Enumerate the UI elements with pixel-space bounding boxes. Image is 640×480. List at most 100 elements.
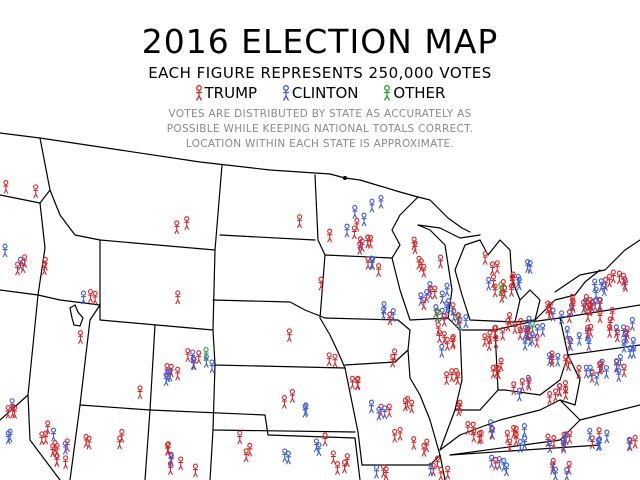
vote-figure — [492, 283, 498, 298]
vote-figure — [282, 448, 288, 463]
legend-item-other: OTHER — [383, 84, 445, 102]
vote-figure — [334, 461, 341, 475]
vote-figure — [285, 450, 291, 465]
vote-figure — [92, 290, 98, 305]
vote-figure — [444, 337, 450, 351]
vote-figure — [175, 290, 181, 305]
vote-figure — [117, 435, 123, 450]
iowa-border — [324, 317, 411, 366]
vote-figure — [518, 318, 524, 332]
vote-figure — [175, 366, 181, 381]
vote-figure — [313, 438, 319, 453]
vote-figure — [527, 260, 533, 274]
vote-figure — [493, 456, 499, 471]
vote-figure — [184, 216, 190, 230]
vote-figure — [297, 214, 303, 229]
montana-border — [99, 164, 223, 251]
vote-figure — [42, 256, 48, 271]
vote-figure — [318, 276, 324, 291]
ny-border — [554, 239, 640, 293]
vote-figure — [368, 234, 374, 249]
vote-figure — [604, 429, 610, 444]
vote-figure — [39, 431, 45, 446]
vote-figure — [597, 309, 603, 324]
vote-figure — [621, 363, 627, 378]
vote-figure — [525, 259, 531, 273]
vote-figure — [607, 324, 613, 338]
vote-figure — [450, 334, 456, 348]
vote-figure — [566, 460, 572, 475]
vote-figure — [550, 457, 556, 472]
vote-figure — [511, 424, 517, 439]
vote-figure — [517, 439, 523, 453]
red-figure-icon — [195, 85, 202, 101]
nevada-border — [0, 289, 39, 421]
virginia — [579, 404, 640, 421]
vote-figure — [547, 301, 553, 316]
vote-figure — [390, 353, 396, 368]
vote-figure — [137, 385, 143, 400]
vote-figure — [435, 322, 441, 336]
lake-woods-dot — [343, 176, 347, 180]
vote-figure — [540, 323, 546, 337]
vote-figure — [492, 324, 499, 339]
vote-figure — [87, 289, 94, 303]
note-line-2: POSSIBLE WHILE KEEPING NATIONAL TOTALS C… — [166, 123, 474, 135]
vote-figure — [622, 330, 628, 345]
vote-figure — [352, 205, 358, 219]
vote-figure — [522, 336, 528, 351]
vote-figure — [17, 256, 24, 271]
vote-figure — [365, 234, 371, 249]
vote-figure — [607, 316, 613, 331]
vote-figure — [511, 381, 517, 396]
wa-or-border — [0, 194, 41, 204]
vote-figure — [330, 450, 336, 465]
vote-figure — [418, 258, 424, 273]
vote-figure — [614, 328, 620, 343]
arizona-border — [27, 394, 61, 480]
vote-figure — [418, 292, 424, 307]
vote-figure — [603, 365, 610, 379]
vote-figure — [344, 223, 350, 238]
vote-figure — [243, 448, 249, 463]
vote-figure — [621, 338, 627, 353]
vote-figure — [616, 270, 622, 285]
vote-figure — [437, 329, 443, 344]
vote-figure — [439, 343, 445, 358]
vote-figure — [557, 383, 563, 397]
vote-figure — [168, 452, 174, 467]
vote-figure — [559, 310, 565, 325]
vote-figure — [119, 428, 125, 443]
vote-figure — [165, 441, 171, 456]
vote-figure — [465, 421, 471, 435]
vote-figure — [630, 336, 636, 351]
vote-figure — [510, 274, 516, 288]
vote-figure — [552, 466, 559, 480]
vote-figure — [322, 432, 328, 447]
vote-figure — [512, 320, 518, 335]
idaho-montana-border — [49, 189, 101, 306]
vote-figure — [560, 437, 566, 452]
vote-figure — [555, 352, 561, 367]
colorado-south — [149, 409, 266, 416]
vote-figure — [392, 428, 398, 443]
vote-figure — [498, 281, 504, 296]
green-figure-icon — [384, 85, 391, 101]
vote-figure — [2, 243, 8, 258]
vote-figure — [369, 198, 375, 213]
vote-figure — [54, 442, 60, 457]
vote-figure — [326, 352, 332, 367]
vote-figure — [617, 354, 623, 368]
vote-figure — [302, 403, 308, 418]
nm-border — [69, 404, 81, 480]
vote-figure — [546, 352, 553, 366]
vote-figure — [434, 455, 440, 470]
vote-figure — [596, 436, 603, 451]
vote-figure — [601, 282, 607, 297]
vote-figure — [421, 442, 427, 457]
vote-figure — [286, 328, 292, 343]
vote-figure — [613, 324, 619, 339]
vote-figure — [505, 317, 511, 332]
vote-figure — [547, 306, 553, 321]
vote-figure — [610, 269, 616, 284]
